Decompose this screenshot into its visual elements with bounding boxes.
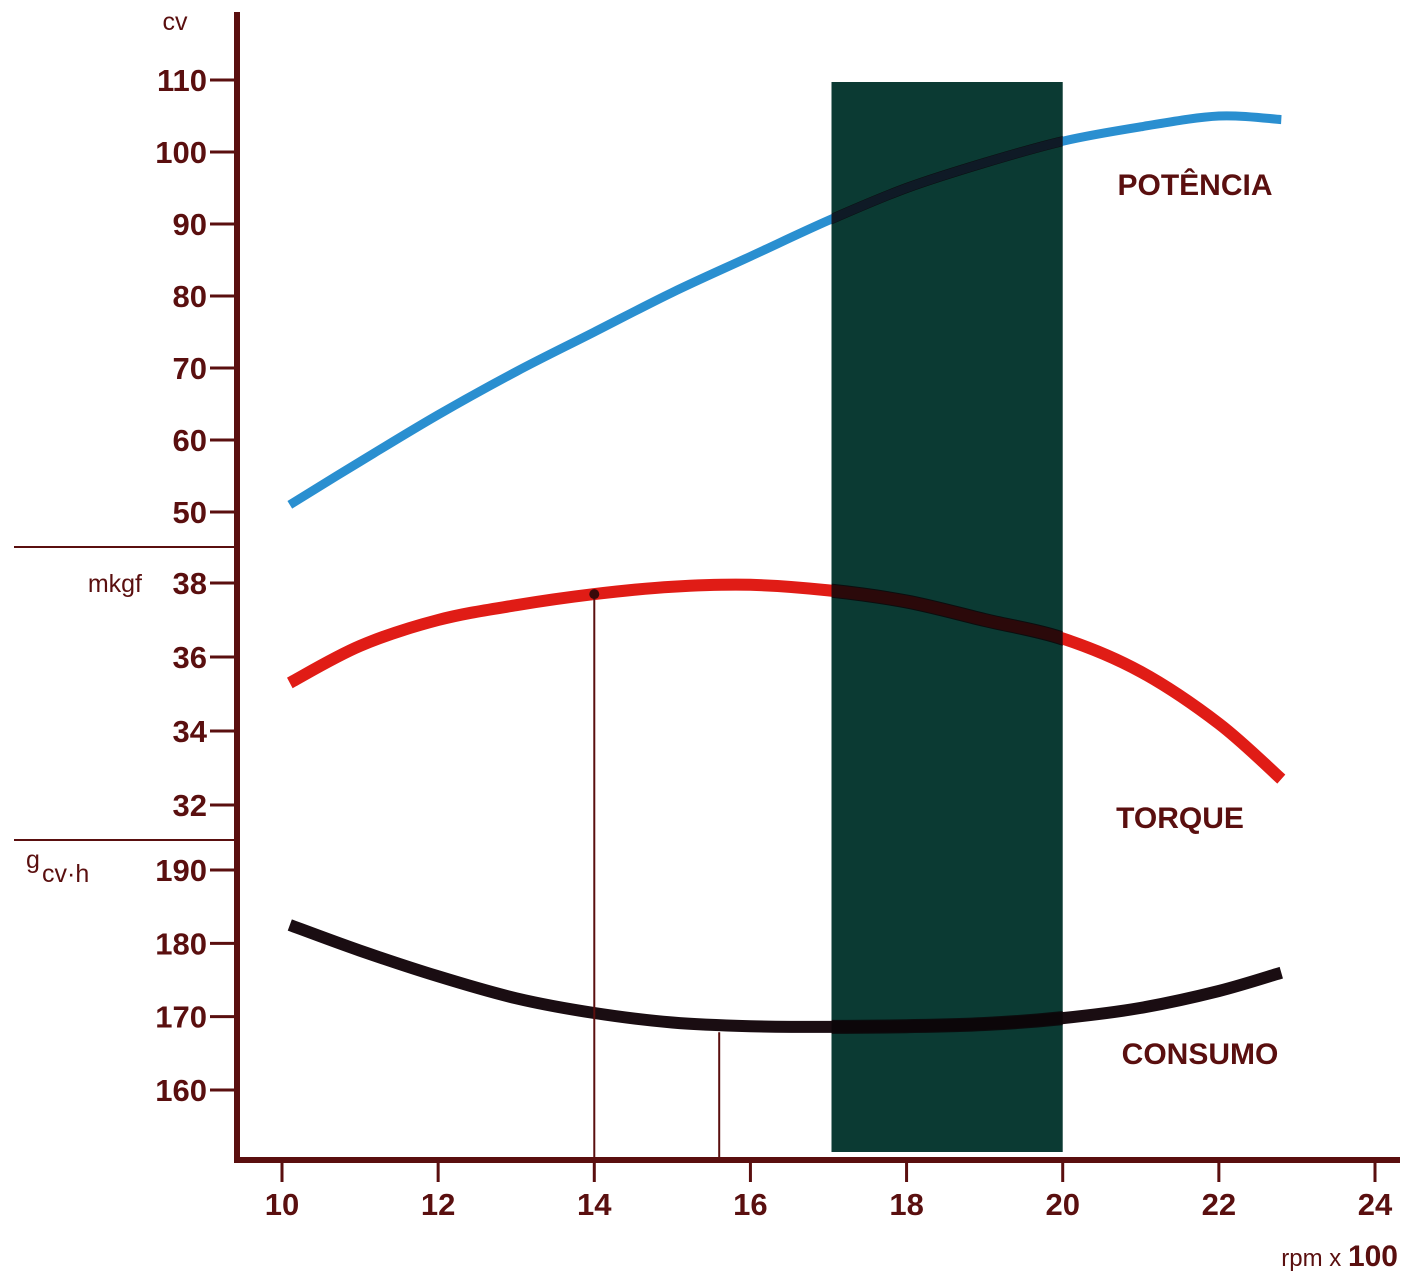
torque-tick-label-36: 36 — [173, 640, 207, 675]
x-tick-label-20: 20 — [1045, 1187, 1079, 1222]
consumo-tick-label-180: 180 — [155, 926, 207, 961]
x-tick-label-24: 24 — [1358, 1187, 1393, 1222]
x-tick-label-22: 22 — [1202, 1187, 1236, 1222]
band-overlay-layer — [831, 136, 1063, 1034]
potencia-tick-label-60: 60 — [173, 423, 207, 458]
x-tick-label-18: 18 — [889, 1187, 923, 1222]
x-tick-label-16: 16 — [733, 1187, 767, 1222]
axis-layer — [14, 12, 1400, 1182]
potencia-tick-label-110: 110 — [157, 63, 207, 98]
series-layer — [286, 111, 1286, 1033]
torque-tick-label-38: 38 — [173, 566, 207, 601]
torque-tick-label-34: 34 — [173, 714, 208, 749]
consumo-tick-label-170: 170 — [155, 1000, 207, 1035]
torque-curve — [286, 578, 1286, 784]
unit-label-mkgf: mkgf — [88, 570, 142, 598]
torque-peak-marker-dot — [589, 589, 600, 600]
unit-label-cv: cv — [163, 8, 189, 36]
series-label-consumo: CONSUMO — [1122, 1038, 1279, 1071]
x-tick-label-14: 14 — [577, 1187, 612, 1222]
unit-label-g: g — [26, 846, 40, 874]
potencia-tick-label-100: 100 — [155, 135, 207, 170]
torque-tick-label-32: 32 — [173, 788, 207, 823]
series-label-torque: TORQUE — [1116, 802, 1244, 835]
potencia-tick-label-90: 90 — [173, 207, 207, 242]
potencia-curve — [287, 111, 1282, 509]
consumo-curve — [287, 919, 1283, 1033]
x-tick-label-12: 12 — [421, 1187, 455, 1222]
potencia-tick-label-50: 50 — [173, 495, 207, 530]
potencia-tick-label-70: 70 — [173, 351, 207, 386]
consumo-tick-label-190: 190 — [155, 853, 207, 888]
text-layer: 50 60 70 80 90 100 110 32 34 36 38 160 170 180 190 10 12… — [26, 8, 1398, 1273]
unit-label-cv-h: cv·h — [42, 860, 89, 888]
x-tick-label-10: 10 — [265, 1187, 299, 1222]
consumo-tick-label-160: 160 — [155, 1073, 207, 1108]
marker-layer — [589, 589, 721, 1160]
x-axis-title: rpm x 100 — [1281, 1240, 1398, 1273]
potencia-tick-label-80: 80 — [173, 279, 207, 314]
series-label-potencia: POTÊNCIA — [1117, 168, 1272, 202]
